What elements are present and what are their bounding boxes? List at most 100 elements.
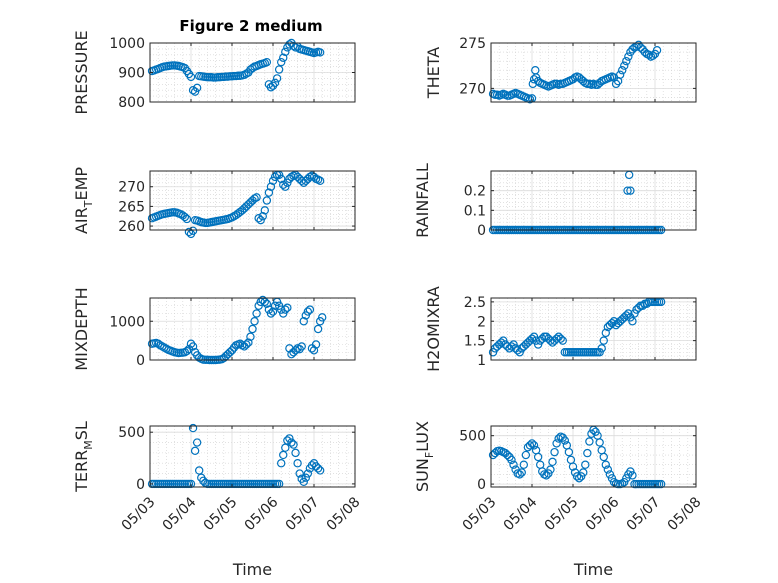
data-point [527,439,537,448]
data-point [560,436,570,445]
data-point [283,178,292,187]
y-tick-label: 1000 [109,36,145,52]
data-point [252,193,261,202]
x-tick-label: 05/06 [583,494,623,534]
data-point [283,303,292,312]
data-point [515,470,524,479]
data-point [599,336,608,345]
y-tick-label: 270 [459,81,486,97]
data-point [533,452,543,462]
data-point [190,446,200,456]
data-point [615,70,625,79]
y-tick-label: 500 [459,429,486,445]
data-point [558,336,567,345]
data-point [620,61,629,70]
data-point [313,324,323,334]
data-point [529,441,539,450]
data-point [656,479,666,489]
y-tick-label: 275 [459,36,486,52]
data-point [546,465,555,474]
y-tick-label: 0 [136,477,145,493]
y-axis-label-part: THETA [424,47,443,99]
data-point [315,176,325,186]
x-tick-label: 05/06 [242,494,282,534]
data-point [315,48,325,57]
data-point [303,469,313,478]
data-point [291,346,300,355]
data-point [279,53,288,62]
data-point [313,464,323,473]
x-tick-label: 05/05 [542,494,582,534]
data-point [188,85,198,95]
data-point [186,72,196,82]
y-axis-label: THETA [424,47,443,99]
panel-theta: 270 275 THETA [424,36,697,104]
data-point [618,66,627,75]
panel-sun_flux: 0 500 05/03 05/04 05/05 05/06 05/07 05/08 Time SU… [413,421,704,579]
x-tick-label: 05/07 [283,494,323,534]
panel-pressure: 800 900 1000 PRESSURE [72,30,356,115]
y-axis-label: PRESSURE [72,30,91,114]
y-tick-label: 1000 [109,314,145,330]
x-tick-label: 05/04 [501,494,541,534]
data-point [303,307,313,316]
y-axis-label: MIXDEPTH [72,287,91,370]
data-point [599,452,608,462]
y-axis-label-part: RAINFALL [413,163,432,238]
data-point [285,434,294,443]
data-point [626,186,635,195]
data-point [497,338,506,347]
data-point [262,196,272,205]
data-point [182,214,192,224]
data-point [192,438,202,447]
y-axis-label-part: SUN [413,458,432,492]
panel-mixdepth: 0 1000 MIXDEPTH [72,287,356,371]
data-point [550,447,559,457]
data-point [305,305,315,314]
data-point [262,299,272,309]
y-axis-label: AIRTEMP [72,167,95,234]
data-point [644,50,654,60]
axes-box [149,170,356,231]
data-point [574,474,584,483]
data-point [622,311,631,320]
data-point [507,455,516,465]
y-axis-label-part: H2OMIXRA [424,286,443,372]
y-axis-label: TERRMSL [72,421,95,493]
data-point [529,75,539,84]
data-point [225,348,235,357]
data-point [188,423,198,433]
axes-background [491,43,696,102]
data-point [503,450,512,460]
data-point [184,227,194,237]
data-point [634,303,643,312]
axes-background [150,171,355,230]
y-tick-label: 800 [118,95,145,111]
data-point [519,460,529,469]
y-axis-label-subscript: M [82,440,95,450]
data-point [287,172,296,182]
data-point [188,342,198,351]
y-tick-label: 1 [477,353,486,369]
data-point [258,212,267,221]
data-point [250,194,259,203]
data-point [648,51,658,60]
data-point [309,346,319,355]
y-tick-label: 0 [477,477,486,493]
data-point [581,460,590,469]
data-point [513,346,522,355]
axes-box [490,170,697,231]
data-point [623,186,632,195]
data-point [311,340,321,349]
data-point [186,339,196,348]
data-point [509,460,518,469]
axes-background [491,171,696,230]
x-tick-label: 05/05 [201,494,241,534]
data-point [603,465,613,474]
figure-title: Figure 2 medium [179,17,322,35]
x-tick-label: 05/07 [624,494,664,534]
axes-box [149,297,356,361]
y-axis-label-subscript: F [423,452,436,458]
data-point [595,438,604,447]
